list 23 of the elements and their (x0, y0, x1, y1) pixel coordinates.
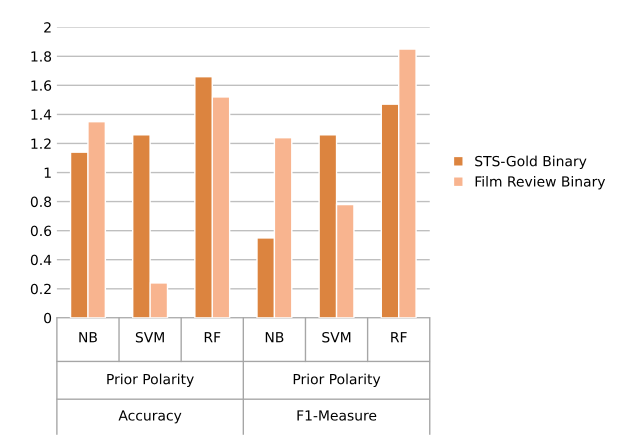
x-tick-label: SVM (322, 332, 350, 342)
y-tick-label: 1.6 (31, 80, 52, 91)
text: Prior Polarity (294, 374, 380, 388)
x-tick-label: NB (79, 332, 97, 342)
x-tick-label: SVM (136, 332, 164, 342)
x-tick-label: RF (204, 332, 220, 342)
y-tick-label: 1.2 (31, 138, 51, 149)
y-tick-label: 0.8 (30, 196, 52, 208)
y-tick-label: 0.4 (30, 254, 52, 266)
y-tick-label: 2 (44, 22, 51, 32)
text: Prior Polarity (107, 374, 194, 388)
y-tick-label: 1.4 (31, 110, 52, 120)
text: F1-Measure (297, 410, 376, 421)
text: Accuracy (118, 410, 182, 424)
legend-label: STS-Gold Binary (475, 156, 586, 170)
y-tick-label: 0.6 (30, 226, 52, 236)
x-tick-label: RF (391, 332, 407, 342)
x-tick-label: NB (266, 332, 284, 342)
y-tick-label: 0 (44, 312, 52, 324)
y-tick-label: 0.2 (30, 284, 51, 294)
y-tick-label: 1 (44, 168, 51, 178)
y-tick-label: 1.8 (31, 51, 52, 62)
legend-label: Film Review Binary (476, 176, 606, 190)
